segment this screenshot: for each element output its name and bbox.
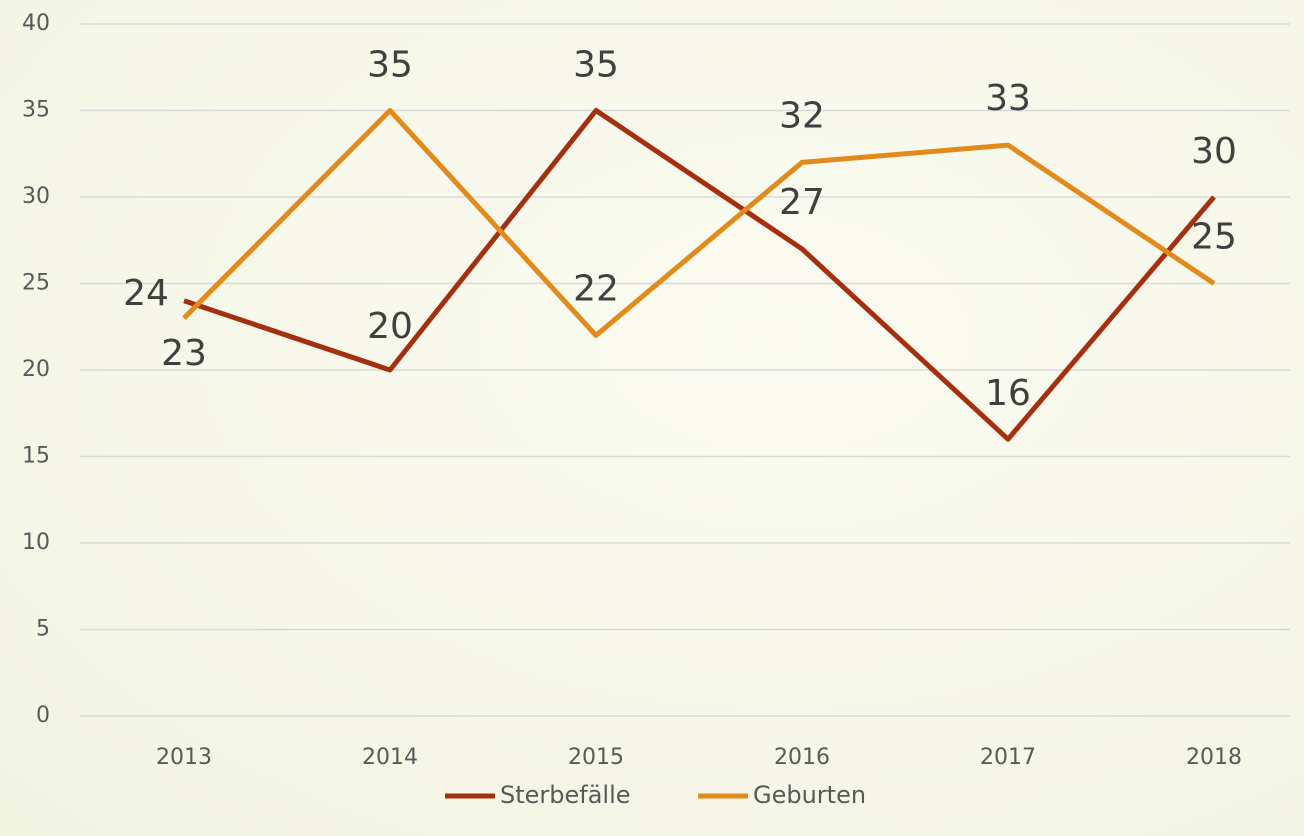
series-line xyxy=(182,108,1216,338)
x-tick-label: 2015 xyxy=(568,745,624,770)
y-tick-label: 5 xyxy=(36,617,50,642)
y-tick-label: 10 xyxy=(22,530,50,555)
x-tick-label: 2014 xyxy=(362,745,418,770)
y-tick-label: 15 xyxy=(22,444,50,469)
legend-label: Sterbefälle xyxy=(500,781,631,809)
legend-label: Geburten xyxy=(753,781,866,809)
y-tick-label: 35 xyxy=(22,98,50,123)
data-label: 23 xyxy=(161,333,207,374)
data-label: 32 xyxy=(779,95,825,136)
x-tick-label: 2018 xyxy=(1186,745,1242,770)
y-tick-label: 40 xyxy=(22,11,50,36)
data-label: 20 xyxy=(367,306,413,347)
y-tick-label: 0 xyxy=(36,703,50,728)
data-label: 35 xyxy=(573,45,619,86)
data-label: 27 xyxy=(779,182,825,223)
y-tick-label: 25 xyxy=(22,271,50,296)
data-label: 16 xyxy=(985,373,1031,414)
y-tick-label: 20 xyxy=(22,357,50,382)
data-label: 35 xyxy=(367,45,413,86)
data-label: 33 xyxy=(985,78,1031,119)
data-label: 24 xyxy=(123,273,169,314)
data-label: 22 xyxy=(573,268,619,309)
series-line xyxy=(183,108,1216,442)
y-tick-label: 30 xyxy=(22,184,50,209)
x-tick-label: 2016 xyxy=(774,745,830,770)
x-tick-label: 2013 xyxy=(156,745,212,770)
data-label: 30 xyxy=(1191,131,1237,172)
data-label: 25 xyxy=(1191,217,1237,258)
x-tick-label: 2017 xyxy=(980,745,1036,770)
